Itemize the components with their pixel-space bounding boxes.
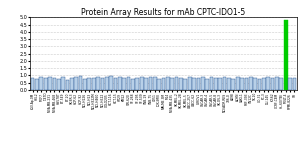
Bar [236,77,239,90]
Bar [35,79,39,90]
Bar [157,79,161,90]
Bar [66,80,69,90]
Bar [271,78,274,90]
Bar [70,78,74,90]
Bar [48,77,52,90]
Bar [223,77,226,90]
Bar [74,77,78,90]
Bar [196,78,200,90]
Bar [205,79,209,90]
Bar [210,77,213,90]
Bar [83,79,87,90]
Bar [144,78,148,90]
Bar [179,78,183,90]
Title: Protein Array Results for mAb CPTC-IDO1-5: Protein Array Results for mAb CPTC-IDO1-… [81,8,246,17]
Bar [258,79,261,90]
Bar [52,78,56,90]
Bar [227,78,231,90]
Bar [184,79,187,90]
Bar [284,20,287,90]
Bar [266,77,270,90]
Bar [240,78,244,90]
Bar [92,78,96,90]
Bar [244,78,248,90]
Bar [275,77,279,90]
Bar [148,77,152,90]
Bar [201,77,205,90]
Bar [292,78,296,90]
Bar [44,78,48,90]
Bar [166,77,170,90]
Bar [122,78,126,90]
Bar [153,77,157,90]
Bar [127,77,130,90]
Bar [218,78,222,90]
Bar [188,77,191,90]
Bar [170,78,174,90]
Bar [262,78,266,90]
Bar [231,79,235,90]
Bar [40,77,43,90]
Bar [192,78,196,90]
Bar [31,78,34,90]
Bar [249,77,253,90]
Bar [214,78,218,90]
Bar [253,78,257,90]
Bar [88,78,91,90]
Bar [279,78,283,90]
Bar [61,77,65,90]
Bar [109,76,113,90]
Bar [105,77,109,90]
Bar [118,77,122,90]
Bar [100,78,104,90]
Bar [175,77,178,90]
Bar [96,77,100,90]
Bar [136,78,139,90]
Bar [79,76,83,90]
Bar [162,78,165,90]
Bar [288,78,292,90]
Bar [131,79,135,90]
Bar [140,77,143,90]
Bar [114,78,117,90]
Bar [57,79,61,90]
